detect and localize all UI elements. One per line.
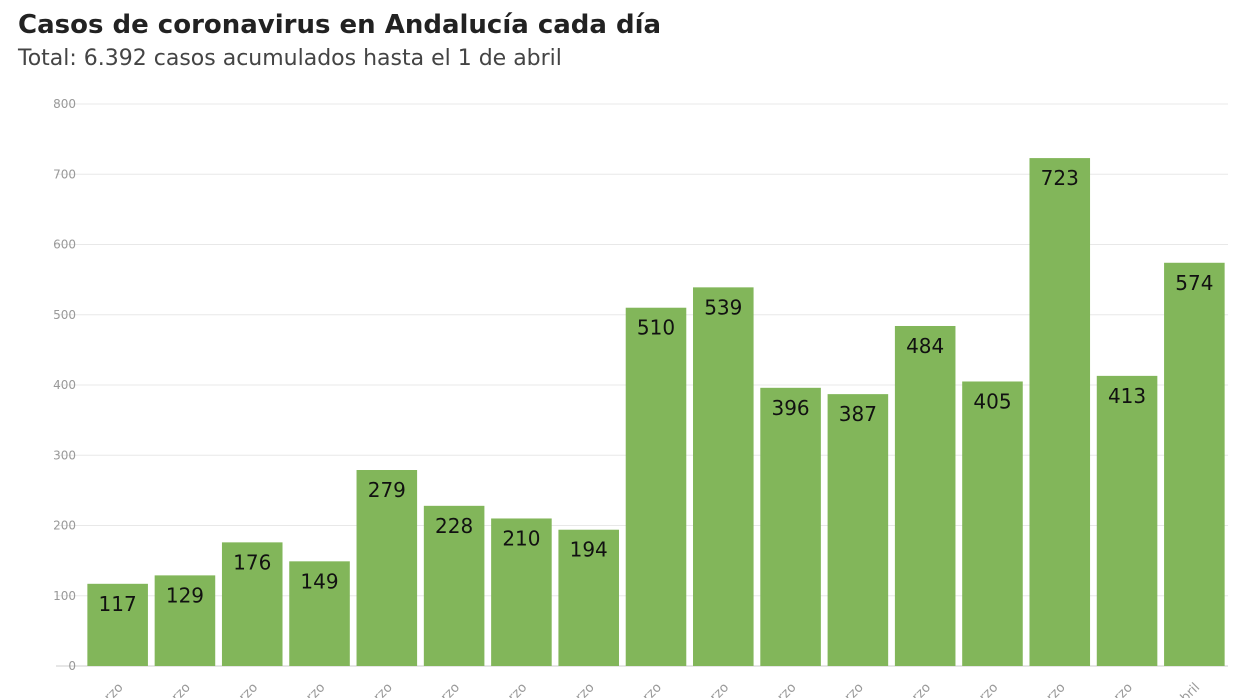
chart-title: Casos de coronavirus en Andalucía cada d…: [18, 10, 662, 40]
data-label: 228: [435, 514, 473, 538]
bar: [760, 387, 821, 666]
data-label: 387: [839, 402, 877, 426]
bar: [1164, 262, 1225, 666]
data-label: 723: [1041, 166, 1079, 190]
bar: [625, 307, 687, 666]
data-label: 510: [637, 316, 675, 340]
x-tick-label: rzo: [842, 680, 867, 698]
x-tick-label: rzo: [775, 680, 800, 698]
bar: [356, 470, 418, 666]
x-tick-label: rzo: [707, 680, 732, 698]
x-tick-label: rzo: [438, 680, 463, 698]
data-label: 396: [771, 396, 809, 420]
bar: [962, 381, 1023, 666]
bar: [289, 561, 350, 666]
data-label: 149: [300, 569, 338, 593]
data-label: 117: [99, 592, 137, 616]
bar: [491, 518, 552, 666]
data-label: 194: [570, 538, 608, 562]
x-tick-label: rzo: [169, 680, 194, 698]
x-tick-label: rzo: [976, 680, 1001, 698]
y-tick-label: 700: [53, 167, 76, 181]
bar: [1096, 375, 1158, 666]
y-tick-label: 800: [53, 97, 76, 111]
data-label: 129: [166, 583, 204, 607]
y-tick-label: 300: [53, 448, 76, 462]
x-tick-label: abril: [1172, 680, 1203, 698]
x-tick-label: rzo: [573, 680, 598, 698]
bar: [558, 529, 619, 666]
x-tick-label: rzo: [1044, 680, 1069, 698]
bar: [221, 542, 283, 666]
data-label: 539: [704, 295, 742, 319]
x-tick-label: rzo: [1111, 680, 1136, 698]
bar: [1029, 158, 1091, 666]
y-tick-label: 100: [53, 589, 76, 603]
x-tick-label: rzo: [304, 680, 329, 698]
y-tick-label: 500: [53, 308, 76, 322]
x-tick-label: rzo: [505, 680, 530, 698]
x-tick-label: rzo: [236, 680, 261, 698]
chart-subtitle: Total: 6.392 casos acumulados hasta el 1…: [18, 46, 562, 71]
bar: [87, 583, 148, 666]
data-label: 279: [368, 478, 406, 502]
bar: [827, 394, 889, 666]
bar: [423, 505, 485, 666]
x-tick-label: rzo: [371, 680, 396, 698]
data-label: 210: [502, 526, 540, 550]
x-tick-label: rzo: [909, 680, 934, 698]
data-label: 574: [1175, 271, 1213, 295]
bar: [154, 575, 216, 666]
data-label: 413: [1108, 384, 1146, 408]
data-label: 176: [233, 550, 271, 574]
y-tick-label: 0: [68, 659, 76, 673]
data-label: 484: [906, 334, 944, 358]
x-tick-label: rzo: [102, 680, 127, 698]
x-tick-label: rzo: [640, 680, 665, 698]
y-tick-label: 400: [53, 378, 76, 392]
y-tick-label: 200: [53, 519, 76, 533]
bar: [894, 325, 956, 666]
y-tick-label: 600: [53, 238, 76, 252]
data-label: 405: [973, 389, 1011, 413]
bar: [693, 287, 754, 666]
